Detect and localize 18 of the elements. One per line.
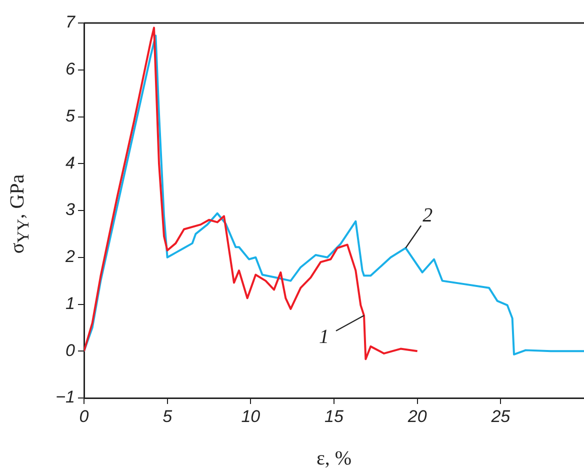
x-tick-label: 15 (324, 406, 344, 426)
annotation: 2 (422, 204, 433, 226)
y-tick-label: 0 (66, 340, 76, 360)
y-tick-label: 6 (66, 60, 76, 79)
x-tick-label: 20 (406, 406, 428, 426)
x-axis-title: ε, % (316, 447, 352, 470)
y-tick-label: 4 (66, 153, 75, 172)
x-tick-label: 5 (162, 406, 173, 426)
y-tick-label: 2 (64, 247, 76, 266)
y-tick-label: 3 (66, 200, 76, 220)
x-tick-label: 25 (490, 406, 511, 426)
y-tick-label: 1 (66, 294, 75, 313)
y-tick-label: −1 (56, 388, 75, 407)
annotation: 1 (319, 326, 329, 348)
y-tick-label: 7 (66, 12, 76, 32)
y-tick-label: 5 (66, 106, 76, 126)
x-tick-label: 10 (241, 406, 261, 426)
x-tick-label: 0 (79, 406, 90, 426)
